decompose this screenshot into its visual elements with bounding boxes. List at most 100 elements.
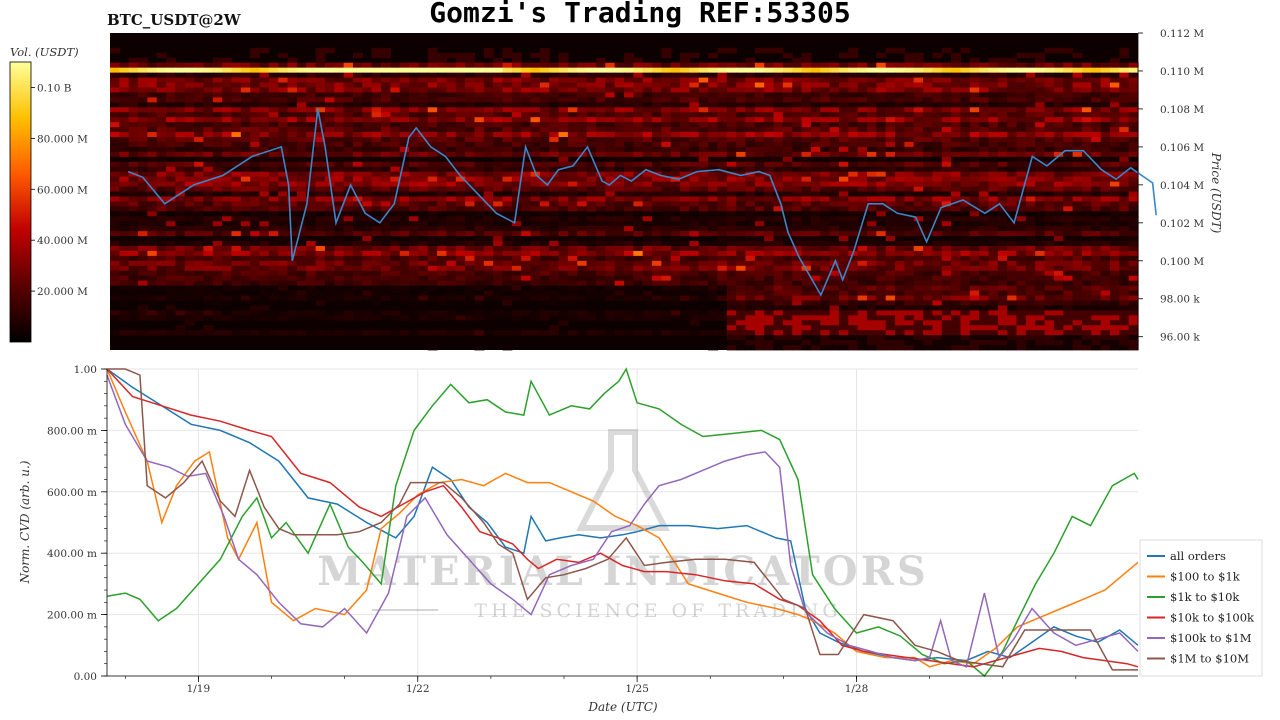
heatmap-cell (1072, 161, 1083, 168)
heatmap-cell (371, 226, 382, 232)
heatmap-cell (110, 166, 120, 173)
heatmap-cell (352, 245, 363, 252)
heatmap-cell (577, 97, 588, 103)
heatmap-cell (895, 112, 905, 118)
heatmap-cell (558, 186, 569, 192)
heatmap-cell (521, 211, 532, 217)
heatmap-cell (1081, 176, 1092, 182)
heatmap-cell (661, 72, 672, 78)
heatmap-cell (586, 62, 597, 69)
heatmap-cell (418, 151, 429, 158)
heatmap-cell (951, 221, 962, 227)
heatmap-cell (175, 206, 186, 212)
heatmap-cell (465, 260, 476, 267)
heatmap-cell (1007, 132, 1018, 138)
heatmap-cell (624, 166, 634, 173)
heatmap-cell (399, 241, 410, 247)
heatmap-cell (278, 146, 289, 153)
heatmap-cell (268, 141, 279, 148)
heatmap-cell (175, 216, 186, 222)
heatmap-cell (1025, 62, 1036, 69)
heatmap-cell (885, 127, 896, 133)
heatmap-cell (465, 270, 476, 277)
heatmap-cell (820, 87, 831, 93)
heatmap-cell (567, 166, 578, 173)
heatmap-cell (577, 117, 588, 123)
heatmap-cell (184, 216, 195, 222)
heatmap-cell (624, 181, 634, 187)
heatmap-cell (773, 171, 784, 178)
heatmap-cell (586, 156, 597, 163)
heatmap-cell (315, 206, 326, 212)
heatmap-cell (362, 67, 373, 74)
heatmap-cell (521, 206, 532, 212)
heatmap-cell (483, 236, 494, 242)
heatmap-cell (1081, 87, 1092, 93)
heatmap-cell (474, 127, 485, 133)
heatmap-cell (717, 161, 728, 168)
heatmap-cell (680, 191, 691, 197)
heatmap-cell (511, 112, 522, 118)
heatmap-cell (446, 275, 457, 282)
heatmap-cell (511, 181, 522, 187)
heatmap-cell (661, 156, 672, 163)
heatmap-cell (371, 47, 382, 54)
heatmap-cell (754, 122, 765, 128)
heatmap-cell (680, 122, 691, 128)
heatmap-cell (119, 255, 130, 262)
heatmap-cell (287, 260, 298, 267)
heatmap-cell (521, 151, 532, 158)
heatmap-cell (334, 151, 345, 158)
heatmap-cell (296, 156, 307, 163)
heatmap-cell (689, 166, 700, 173)
heatmap-cell (1081, 255, 1092, 262)
heatmap-cell (306, 141, 317, 148)
heatmap-cell (577, 191, 588, 197)
heatmap-cell (941, 176, 952, 182)
heatmap-cell (455, 236, 466, 242)
heatmap-cell (315, 156, 326, 163)
heatmap-cell (680, 176, 691, 182)
heatmap-cell (764, 127, 775, 133)
heatmap-cell (605, 127, 616, 133)
heatmap-cell (661, 265, 672, 272)
heatmap-cell (324, 156, 335, 163)
heatmap-cell (418, 201, 429, 207)
heatmap-cell (577, 245, 588, 252)
heatmap-cell (764, 211, 775, 217)
heatmap-cell (661, 270, 672, 277)
heatmap-cell (511, 161, 522, 168)
heatmap-cell (941, 97, 952, 103)
heatmap-cell (530, 250, 541, 257)
heatmap-cell (829, 92, 840, 98)
heatmap-cell (465, 186, 476, 192)
heatmap-cell (418, 102, 429, 108)
heatmap-cell (923, 127, 933, 133)
heatmap-cell (577, 201, 588, 207)
heatmap-cell (1063, 270, 1074, 277)
heatmap-cell (913, 92, 924, 98)
heatmap-cell (1081, 270, 1092, 277)
heatmap-cell (446, 181, 457, 187)
heatmap-cell (212, 171, 223, 178)
heatmap-cell (876, 87, 887, 93)
heatmap-cell (745, 211, 756, 217)
heatmap-cell (156, 221, 167, 227)
heatmap-cell (932, 141, 943, 148)
heatmap-cell (194, 87, 205, 93)
heatmap-cell (670, 132, 681, 138)
heatmap-cell (595, 146, 606, 153)
heatmap-cell (941, 270, 952, 277)
heatmap-cell (689, 201, 700, 207)
heatmap-cell (745, 181, 756, 187)
heatmap-cell (240, 112, 251, 118)
heatmap-cell (352, 260, 363, 267)
heatmap-cell (857, 260, 868, 267)
heatmap-cell (549, 241, 560, 247)
heatmap-cell (521, 102, 532, 108)
heatmap-cell (1063, 151, 1074, 158)
heatmap-cell (913, 132, 924, 138)
heatmap-cell (904, 57, 915, 64)
heatmap-cell (315, 211, 326, 217)
heatmap-cell (334, 122, 345, 128)
